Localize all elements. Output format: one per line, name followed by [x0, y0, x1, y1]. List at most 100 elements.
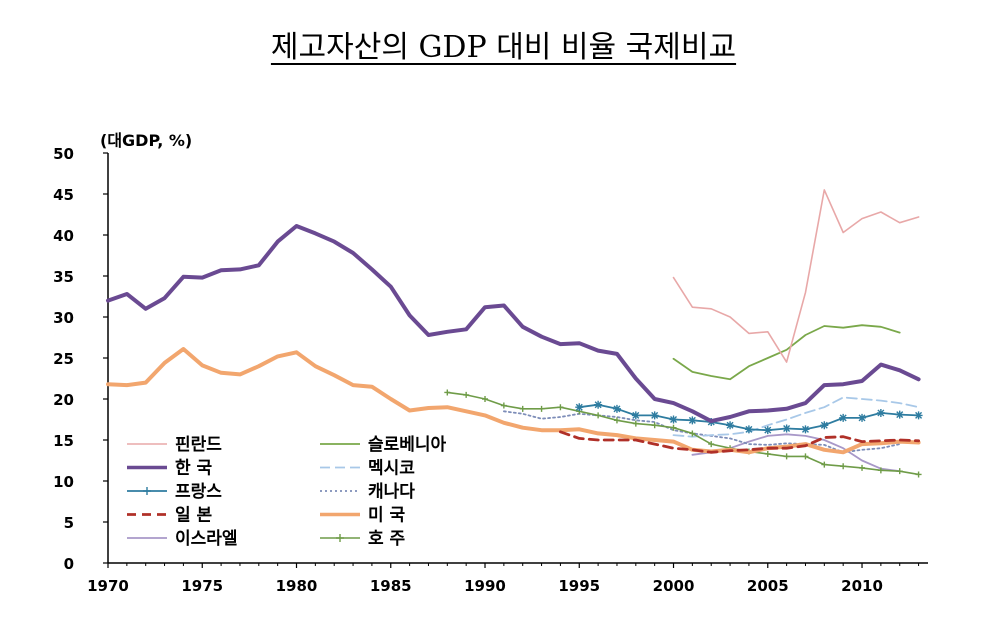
x-axis-ticks: 1970 1975 1980 1985 1990 1995 2000 2005 2010	[87, 563, 920, 595]
data-point	[689, 430, 696, 437]
y-tick-label: 35	[53, 268, 74, 286]
series-핀란드	[672, 189, 920, 363]
data-point	[726, 421, 735, 430]
legend-marker	[143, 487, 151, 495]
data-point	[463, 391, 470, 398]
data-point	[915, 471, 922, 478]
y-tick-label: 50	[53, 145, 74, 163]
x-tick-label: 2000	[653, 577, 695, 595]
data-point	[840, 463, 847, 470]
series-캐나다	[502, 410, 901, 454]
data-point	[708, 441, 715, 448]
data-point	[557, 404, 564, 411]
data-point	[632, 420, 639, 427]
y-tick-label: 20	[53, 391, 74, 409]
data-point	[858, 413, 867, 422]
data-point	[820, 421, 829, 430]
data-point	[482, 396, 489, 402]
data-point	[802, 453, 809, 460]
y-tick-label: 40	[53, 227, 74, 245]
data-point	[821, 461, 828, 468]
series-line	[502, 410, 901, 454]
y-tick-label: 15	[53, 432, 74, 450]
axes	[107, 153, 928, 564]
data-point	[612, 404, 621, 413]
x-tick-label: 2005	[747, 577, 789, 595]
series-layer	[106, 189, 923, 478]
data-point	[650, 411, 659, 420]
x-tick-label: 1990	[464, 577, 506, 595]
data-point	[744, 425, 753, 434]
series-line	[106, 347, 921, 455]
legend-label: 멕시코	[368, 459, 415, 479]
series-line	[691, 433, 901, 473]
series-line	[672, 189, 920, 363]
legend-marker	[336, 534, 344, 542]
data-point	[538, 405, 545, 412]
series-슬로베니아	[672, 324, 901, 381]
legend-item: 일 본	[127, 506, 213, 526]
data-point	[613, 417, 620, 424]
legend-label: 일 본	[175, 506, 213, 526]
data-point	[896, 468, 903, 475]
x-tick-label: 1980	[276, 577, 318, 595]
legend-item: 멕시코	[320, 459, 415, 479]
data-point	[763, 426, 772, 435]
legend-label: 호 주	[368, 529, 406, 549]
legend-item: 호 주	[320, 529, 406, 549]
series-호주	[444, 389, 922, 478]
data-point	[519, 405, 526, 412]
y-tick-label: 5	[64, 514, 74, 532]
legend-item: 한 국	[127, 459, 213, 479]
data-point	[651, 422, 658, 429]
series-미국	[106, 347, 921, 455]
data-point	[500, 402, 507, 409]
x-tick-label: 1970	[87, 577, 129, 595]
data-point	[631, 411, 640, 420]
data-point	[782, 424, 791, 433]
legend-label: 프랑스	[175, 482, 222, 502]
legend-item: 슬로베니아	[320, 435, 447, 455]
data-point	[595, 412, 602, 419]
x-tick-label: 2010	[841, 577, 883, 595]
series-멕시코	[672, 396, 920, 438]
legend-item: 미 국	[320, 506, 406, 526]
chart-title: 제고자산의 GDP 대비 비율 국제비교	[0, 22, 1007, 66]
legend-label: 한 국	[175, 459, 213, 479]
data-point	[783, 453, 790, 460]
data-point	[876, 408, 885, 417]
chart-title-text: 제고자산의 GDP 대비 비율 국제비교	[270, 30, 737, 65]
data-point	[895, 410, 904, 419]
series-line	[559, 430, 920, 454]
y-axis-ticks: 0 5 10 15 20 25 30 35 40 45 50	[53, 145, 108, 573]
y-axis-unit-label: (대GDP, %)	[100, 131, 192, 150]
data-point	[877, 467, 884, 474]
legend-label: 핀란드	[175, 435, 222, 455]
series-line	[446, 391, 920, 476]
series-이스라엘	[691, 433, 901, 473]
data-point	[688, 416, 697, 425]
y-tick-label: 45	[53, 186, 74, 204]
legend-label: 미 국	[368, 506, 406, 526]
x-tick-label: 1975	[181, 577, 223, 595]
legend-item: 캐나다	[320, 482, 415, 502]
series-line	[672, 396, 920, 438]
data-point	[575, 403, 584, 412]
legend-item: 핀란드	[127, 435, 222, 455]
legend-item: 프랑스	[127, 482, 222, 502]
x-tick-label: 1995	[558, 577, 600, 595]
data-point	[444, 389, 451, 396]
legend-label: 캐나다	[368, 482, 415, 502]
series-프랑스	[575, 400, 923, 435]
x-tick-label: 1985	[370, 577, 412, 595]
y-tick-label: 30	[53, 309, 74, 327]
y-tick-label: 10	[53, 473, 74, 491]
data-point	[670, 424, 677, 431]
legend-label: 이스라엘	[175, 529, 238, 549]
data-point	[914, 411, 923, 420]
series-한국	[106, 224, 921, 424]
data-point	[669, 415, 678, 424]
data-point	[594, 400, 603, 409]
data-point	[764, 450, 771, 457]
